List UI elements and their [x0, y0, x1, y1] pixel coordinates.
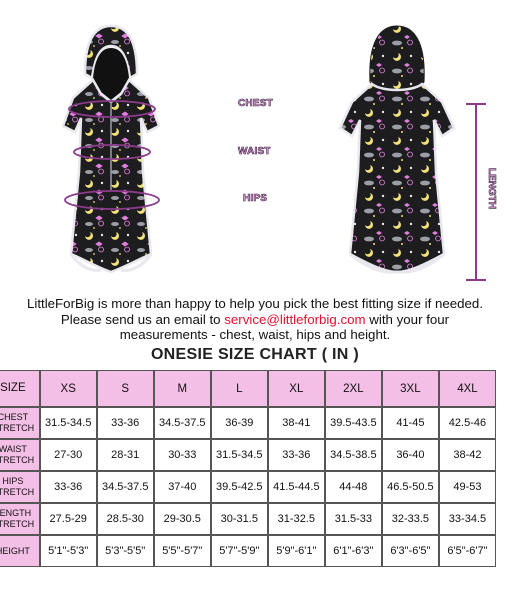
table-row-height: HEIGHT 5'1"-5'3" 5'3"-5'5" 5'5"-5'7" 5'7… — [0, 535, 496, 567]
length-label: LENGTH — [486, 168, 498, 210]
row-label-hips-line1: HIPS — [2, 476, 24, 486]
table-cell: 46.5-50.5 — [381, 471, 439, 503]
table-cell: 28.5-30 — [96, 503, 154, 535]
size-chart-title: ONESIE SIZE CHART ( IN ) — [150, 346, 360, 363]
row-label-length: LENGTHSTRETCH — [0, 503, 40, 535]
table-cell: 29-30.5 — [153, 503, 211, 535]
hips-label: HIPS — [243, 193, 268, 205]
onesie-front-illustration — [61, 24, 161, 274]
row-label-hips: HIPSSTRETCH — [0, 471, 40, 503]
header-size-l: L — [210, 370, 268, 407]
table-cell: 31.5-34.5 — [39, 407, 97, 439]
table-cell: 30-31.5 — [210, 503, 268, 535]
table-cell: 36-39 — [210, 407, 268, 439]
waist-label: WAIST — [238, 146, 271, 158]
header-size-xs: XS — [39, 370, 97, 407]
header-size-s: S — [96, 370, 154, 407]
size-chart-table: SIZE XS S M L XL 2XL 3XL 4XL CHESTSTRETC… — [0, 370, 496, 567]
table-cell: 44-48 — [324, 471, 382, 503]
table-cell: 34.5-37.5 — [96, 471, 154, 503]
table-cell: 27-30 — [39, 439, 97, 471]
header-size-cell: SIZE — [0, 370, 40, 407]
table-cell: 42.5-46 — [438, 407, 496, 439]
table-cell: 34.5-38.5 — [324, 439, 382, 471]
onesie-back-illustration — [338, 25, 456, 274]
table-row-waist: WAISTSTRETCH 27-30 28-31 30-33 31.5-34.5… — [0, 439, 496, 471]
table-cell: 33-36 — [96, 407, 154, 439]
table-cell: 5'9"-6'1" — [267, 535, 325, 567]
table-cell: 38-41 — [267, 407, 325, 439]
table-cell: 33-34.5 — [438, 503, 496, 535]
table-cell: 34.5-37.5 — [153, 407, 211, 439]
row-label-height: HEIGHT — [0, 535, 40, 567]
table-cell: 31-32.5 — [267, 503, 325, 535]
table-cell: 31.5-33 — [324, 503, 382, 535]
product-figure: CHEST WAIST HIPS LENGTH — [0, 0, 510, 292]
table-row-hips: HIPSSTRETCH 33-36 34.5-37.5 37-40 39.5-4… — [0, 471, 496, 503]
table-cell: 5'1"-5'3" — [39, 535, 97, 567]
header-size-4xl: 4XL — [438, 370, 496, 407]
header-size-m: M — [153, 370, 211, 407]
table-cell: 41-45 — [381, 407, 439, 439]
table-cell: 37-40 — [153, 471, 211, 503]
info-line-2-suffix: with your four — [365, 311, 450, 327]
row-label-chest-line1: CHEST — [0, 412, 29, 422]
table-cell: 41.5-44.5 — [267, 471, 325, 503]
sizing-help-text: LittleForBig is more than happy to help … — [0, 296, 510, 343]
measurement-guides — [64, 100, 160, 210]
info-line-3: measurements - chest, waist, hips and he… — [119, 327, 391, 342]
table-cell: 39.5-43.5 — [324, 407, 382, 439]
info-line-2: Please send us an email to service@littl… — [0, 312, 510, 328]
table-row-chest: CHESTSTRETCH 31.5-34.5 33-36 34.5-37.5 3… — [0, 407, 496, 439]
table-row-length: LENGTHSTRETCH 27.5-29 28.5-30 29-30.5 30… — [0, 503, 496, 535]
table-header-row: SIZE XS S M L XL 2XL 3XL 4XL — [0, 370, 496, 407]
info-line-2-prefix: Please send us an email to — [60, 311, 225, 327]
table-cell: 32-33.5 — [381, 503, 439, 535]
chest-label: CHEST — [238, 98, 273, 110]
table-cell: 49-53 — [438, 471, 496, 503]
table-cell: 5'3"-5'5" — [96, 535, 154, 567]
header-size-2xl: 2XL — [324, 370, 382, 407]
table-cell: 5'5"-5'7" — [153, 535, 211, 567]
info-line-1: LittleForBig is more than happy to help … — [26, 296, 484, 311]
table-cell: 6'5"-6'7" — [438, 535, 496, 567]
table-cell: 28-31 — [96, 439, 154, 471]
row-label-height-line1: HEIGHT — [0, 545, 30, 556]
table-cell: 38-42 — [438, 439, 496, 471]
table-cell: 33-36 — [267, 439, 325, 471]
row-label-waist: WAISTSTRETCH — [0, 439, 40, 471]
table-cell: 6'1"-6'3" — [324, 535, 382, 567]
table-cell: 27.5-29 — [39, 503, 97, 535]
row-label-waist-line1: WAIST — [0, 444, 27, 454]
table-cell: 39.5-42.5 — [210, 471, 268, 503]
table-cell: 5'7"-5'9" — [210, 535, 268, 567]
header-size-3xl: 3XL — [381, 370, 439, 407]
row-label-length-line1: LENGTH — [0, 508, 32, 518]
row-label-chest: CHESTSTRETCH — [0, 407, 40, 439]
table-cell: 30-33 — [153, 439, 211, 471]
email-link[interactable]: service@littleforbig.com — [224, 311, 366, 327]
table-cell: 6'3"-6'5" — [381, 535, 439, 567]
table-cell: 36-40 — [381, 439, 439, 471]
table-cell: 33-36 — [39, 471, 97, 503]
length-guide — [466, 103, 486, 281]
header-size-xl: XL — [267, 370, 325, 407]
table-cell: 31.5-34.5 — [210, 439, 268, 471]
